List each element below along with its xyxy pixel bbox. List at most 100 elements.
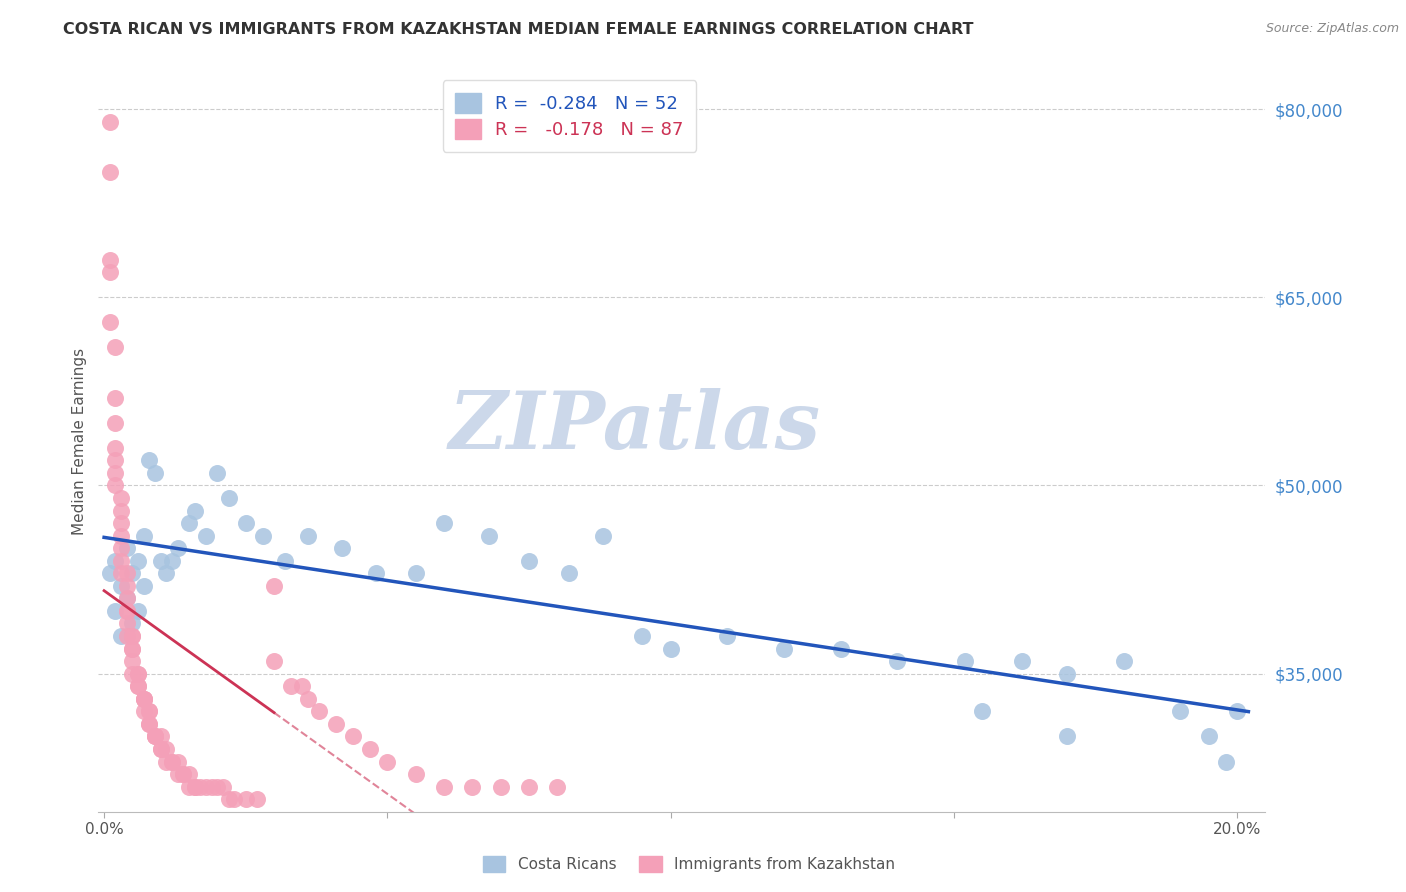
- Point: [1011, 654, 1033, 668]
- Point: [183, 780, 205, 794]
- Point: [166, 541, 188, 556]
- Point: [1226, 704, 1249, 718]
- Point: [104, 416, 127, 430]
- Point: [104, 453, 127, 467]
- Point: [972, 704, 994, 718]
- Legend: Costa Ricans, Immigrants from Kazakhstan: Costa Ricans, Immigrants from Kazakhstan: [475, 848, 903, 880]
- Point: [104, 604, 127, 618]
- Point: [115, 604, 138, 618]
- Point: [291, 679, 314, 693]
- Point: [886, 654, 908, 668]
- Point: [252, 529, 274, 543]
- Point: [160, 554, 183, 568]
- Point: [342, 730, 364, 744]
- Point: [517, 780, 540, 794]
- Point: [155, 755, 177, 769]
- Point: [1198, 730, 1220, 744]
- Point: [127, 666, 149, 681]
- Point: [104, 391, 127, 405]
- Point: [132, 691, 155, 706]
- Point: [115, 541, 138, 556]
- Point: [115, 566, 138, 581]
- Point: [143, 466, 166, 480]
- Point: [177, 516, 200, 530]
- Point: [375, 755, 398, 769]
- Text: ZIPatlas: ZIPatlas: [449, 388, 821, 466]
- Point: [325, 717, 347, 731]
- Point: [138, 704, 160, 718]
- Point: [433, 780, 456, 794]
- Point: [115, 579, 138, 593]
- Point: [160, 755, 183, 769]
- Point: [138, 717, 160, 731]
- Point: [121, 654, 143, 668]
- Point: [177, 767, 200, 781]
- Point: [98, 315, 121, 329]
- Point: [121, 566, 143, 581]
- Point: [143, 730, 166, 744]
- Point: [1056, 666, 1078, 681]
- Point: [359, 742, 381, 756]
- Point: [207, 780, 229, 794]
- Point: [155, 566, 177, 581]
- Point: [280, 679, 302, 693]
- Point: [110, 629, 132, 643]
- Point: [631, 629, 654, 643]
- Y-axis label: Median Female Earnings: Median Female Earnings: [72, 348, 87, 535]
- Point: [183, 780, 205, 794]
- Point: [121, 629, 143, 643]
- Point: [557, 566, 579, 581]
- Point: [517, 554, 540, 568]
- Point: [121, 641, 143, 656]
- Point: [155, 742, 177, 756]
- Point: [489, 780, 512, 794]
- Point: [166, 767, 188, 781]
- Point: [297, 529, 319, 543]
- Point: [115, 604, 138, 618]
- Point: [716, 629, 738, 643]
- Point: [132, 691, 155, 706]
- Point: [177, 780, 200, 794]
- Point: [121, 666, 143, 681]
- Point: [263, 579, 285, 593]
- Point: [330, 541, 353, 556]
- Point: [138, 717, 160, 731]
- Point: [98, 114, 121, 128]
- Point: [127, 679, 149, 693]
- Point: [207, 466, 229, 480]
- Point: [166, 755, 188, 769]
- Point: [127, 679, 149, 693]
- Point: [149, 730, 172, 744]
- Point: [183, 503, 205, 517]
- Point: [110, 491, 132, 505]
- Point: [143, 730, 166, 744]
- Point: [190, 780, 212, 794]
- Point: [953, 654, 976, 668]
- Point: [104, 340, 127, 354]
- Point: [830, 641, 852, 656]
- Point: [195, 529, 218, 543]
- Point: [132, 579, 155, 593]
- Point: [127, 666, 149, 681]
- Point: [98, 165, 121, 179]
- Point: [149, 742, 172, 756]
- Point: [149, 554, 172, 568]
- Point: [212, 780, 235, 794]
- Point: [104, 441, 127, 455]
- Point: [461, 780, 484, 794]
- Point: [1112, 654, 1135, 668]
- Point: [110, 566, 132, 581]
- Point: [132, 529, 155, 543]
- Point: [115, 591, 138, 606]
- Point: [138, 704, 160, 718]
- Point: [138, 453, 160, 467]
- Point: [405, 767, 427, 781]
- Point: [235, 792, 257, 806]
- Point: [308, 704, 330, 718]
- Point: [110, 541, 132, 556]
- Point: [201, 780, 224, 794]
- Point: [195, 780, 218, 794]
- Point: [235, 516, 257, 530]
- Point: [405, 566, 427, 581]
- Point: [1170, 704, 1192, 718]
